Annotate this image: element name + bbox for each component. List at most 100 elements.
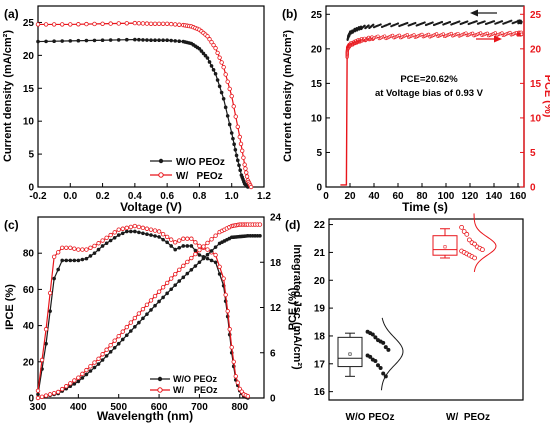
a-series-0-point-0 (36, 39, 40, 44)
c-series-1-point-39 (193, 240, 198, 245)
a-xtick-label-5: 0.8 (192, 191, 206, 202)
panel-a-label: (a) (4, 7, 19, 21)
c-series-2-point-22 (124, 333, 129, 338)
panel-d-frame (328, 218, 524, 401)
a-series-0-point-15 (145, 38, 149, 42)
c-series-1-point-37 (185, 236, 190, 241)
b-xtick-label-2: 40 (368, 191, 380, 202)
b-pce-point-98 (383, 34, 387, 38)
b-pce-point-170 (479, 31, 483, 35)
b-xtick-label-7: 140 (486, 191, 503, 202)
c-ytick-label-1: 20 (23, 357, 35, 368)
a-series-0-point-44 (221, 97, 226, 101)
c-series-3-point-35 (177, 267, 182, 272)
a-series-1-point-4 (68, 22, 73, 27)
b-current-point-129 (448, 20, 452, 24)
c-series-0-point-42 (205, 256, 210, 261)
a-series-0-point-14 (141, 38, 145, 42)
c-series-2-point-10 (76, 379, 81, 384)
c-xtick-label-1: 400 (70, 402, 87, 413)
a-series-1-point-41 (215, 50, 220, 56)
c-series-2-point-9 (72, 382, 77, 386)
c-series-0-point-4 (52, 276, 56, 281)
b-ytick-label-4: 20 (311, 44, 323, 55)
panel-c-ylabel: IPCE (%) (4, 284, 16, 330)
a-series-1-point-2 (51, 22, 57, 27)
arrow-left-axis-head (470, 9, 478, 17)
c-xtick-label-0: 300 (30, 402, 47, 413)
c-series-0-point-14 (92, 251, 97, 255)
a-series-1-point-5 (76, 22, 81, 27)
c-series-1-point-4 (51, 254, 57, 260)
a-series-1-point-3 (60, 22, 65, 27)
b-right-ytick-label-0: 0 (530, 183, 536, 194)
d-series-1-distribution-curve (473, 213, 497, 272)
legend-c-marker-2 (157, 387, 163, 393)
a-series-0-point-51 (233, 148, 238, 152)
c-series-1-point-14 (92, 243, 97, 249)
a-series-1-point-9 (108, 21, 113, 26)
b-pce-point-109 (397, 33, 401, 37)
a-series-0-point-55 (238, 168, 242, 173)
d-ytick-label-1: 17 (314, 359, 326, 370)
panel-d-category-2: W/ PEOz (446, 412, 490, 423)
c-series-0-point-0 (36, 392, 40, 397)
c-series-1-point-7 (64, 245, 69, 250)
panel-d-label: (d) (285, 218, 300, 232)
b-xtick-label-0: 0 (323, 191, 329, 202)
b-right-ytick-label-4: 20 (530, 44, 542, 55)
d-ytick-label-5: 21 (314, 248, 326, 259)
c-series-2-point-39 (193, 264, 198, 268)
a-series-0-point-6 (84, 38, 89, 43)
b-current-point-149 (475, 20, 478, 23)
a-series-1-point-22 (173, 22, 178, 27)
panel-b-ylabel: Current density (mA/cm²) (282, 30, 294, 162)
c-series-2-point-44 (213, 245, 218, 249)
c-series-0-point-21 (120, 231, 125, 236)
c-series-1-point-53 (235, 380, 240, 385)
c-series-0-point-12 (84, 256, 89, 261)
panel-b: (b) 0 20 40 60 80 100 120 140 160051015202505101… (282, 5, 550, 214)
legend-c-text-1: W/O PEOz (173, 374, 218, 384)
panel-d: (d) 16 17 18 19 20 21 22 PCE (%) W/O PEOz W/ P… (285, 213, 524, 423)
c-series-0-point-18 (108, 238, 113, 243)
c-series-1-point-13 (88, 245, 93, 250)
panel-c-marks (35, 222, 263, 401)
a-series-0-point-37 (207, 60, 212, 64)
c-series-1-point-42 (205, 247, 210, 252)
b-pce-point-153 (456, 31, 460, 36)
b-current-point-77 (379, 23, 382, 26)
c-series-2-point-14 (92, 365, 97, 370)
panel-a-xlabel: Voltage (V) (120, 200, 182, 214)
d-series-1-point-3 (466, 237, 472, 243)
c-series-0-point-34 (173, 247, 178, 252)
c-series-3-point-15 (96, 356, 101, 361)
panel-a-marks (35, 20, 254, 190)
c-series-0-point-33 (169, 244, 173, 248)
c-series-3-point-31 (160, 285, 166, 290)
b-current-point-90 (396, 22, 400, 25)
c-series-1-point-52 (233, 374, 238, 379)
a-series-0-point-52 (234, 153, 239, 158)
panel-b-label: (b) (282, 7, 297, 21)
a-series-0-point-5 (76, 38, 81, 43)
a-series-1-point-50 (233, 114, 238, 119)
panel-c-ylabel-right: Integrated Jsc (mA/cm²) (291, 244, 303, 370)
a-series-1-point-57 (243, 166, 248, 171)
c-series-3-point-44 (213, 233, 218, 238)
d-series-1-box (432, 235, 458, 256)
panel-c-frame (37, 216, 265, 399)
a-series-0-point-43 (219, 90, 224, 95)
a-series-1-point-64 (248, 184, 254, 190)
d-series-1-point-14 (472, 255, 478, 261)
c-series-3-point-23 (128, 320, 134, 325)
c-right-ytick-label-4: 24 (270, 213, 282, 224)
b-current-point-58 (363, 24, 366, 27)
a-series-0-point-40 (213, 71, 218, 76)
a-series-1-point-39 (211, 42, 216, 48)
c-series-1-point-29 (152, 228, 158, 233)
b-xtick-label-5: 100 (438, 191, 455, 202)
c-series-3-point-27 (144, 302, 150, 307)
c-series-1-point-15 (96, 241, 101, 246)
c-series-3-point-2 (43, 393, 49, 398)
